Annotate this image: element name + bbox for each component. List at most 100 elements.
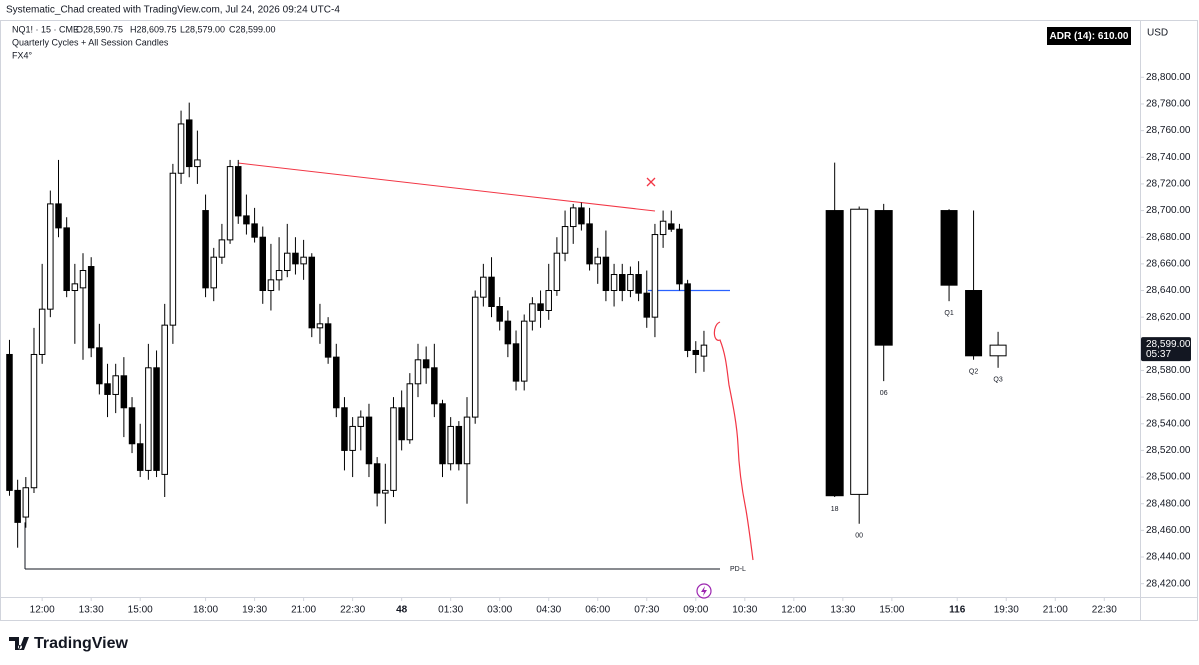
symbol: NQ1! · 15 · CME <box>12 24 79 34</box>
alert-icon[interactable] <box>696 583 712 599</box>
candle-body <box>676 228 683 285</box>
candle-body <box>520 320 528 382</box>
x-tick-label: 22:30 <box>1092 605 1117 616</box>
y-tick-label: 28,760.00 <box>1146 125 1191 136</box>
candle-body <box>210 256 217 289</box>
y-tick-label: 28,800.00 <box>1146 72 1191 83</box>
candle-body <box>586 223 593 265</box>
y-tick-label: 28,580.00 <box>1146 365 1191 376</box>
y-tick-label: 28,680.00 <box>1146 232 1191 243</box>
candle-body <box>275 270 283 281</box>
alert-bolt[interactable] <box>701 586 707 596</box>
candle-body <box>700 344 708 357</box>
y-tick-label: 28,460.00 <box>1146 525 1191 536</box>
candle-body <box>14 489 21 523</box>
candle-body <box>989 344 1007 357</box>
projection-path <box>713 321 754 561</box>
x-tick-label: 06:00 <box>585 605 610 616</box>
x-tick-label: 48 <box>396 605 408 616</box>
candle-label: Q2 <box>969 369 978 376</box>
x-tick-label: 07:30 <box>634 605 659 616</box>
candle-body <box>627 274 634 292</box>
candle-body <box>243 215 250 225</box>
candle-body <box>578 207 585 225</box>
candle-body <box>602 256 610 292</box>
x-tick-label: 12:00 <box>781 605 806 616</box>
logo-text[interactable]: TradingView <box>34 635 129 652</box>
y-tick-label: 28,520.00 <box>1146 445 1191 456</box>
x-tick-label: 19:30 <box>242 605 267 616</box>
ohlc-close: C28,599.00 <box>229 24 276 34</box>
candle-body <box>406 383 414 441</box>
currency: USD <box>1147 28 1168 39</box>
candle-body <box>431 367 438 405</box>
x-tick-label: 22:30 <box>340 605 365 616</box>
candle-body <box>651 234 659 318</box>
ohlc-low: L28,579.00 <box>180 24 225 34</box>
candle-body <box>194 159 201 168</box>
candle-body <box>398 407 405 441</box>
candle-body <box>284 252 291 272</box>
candle-body <box>390 407 397 491</box>
y-tick-label: 28,620.00 <box>1146 312 1191 323</box>
x-tick-label: 21:00 <box>291 605 316 616</box>
x-tick-label: 19:30 <box>994 605 1019 616</box>
candle-body <box>365 416 373 465</box>
candle-body <box>55 203 62 229</box>
candle-body <box>185 119 193 168</box>
logo[interactable]: TradingView <box>9 635 129 652</box>
candle-body <box>594 256 601 265</box>
candle-body <box>561 226 569 254</box>
candle-body <box>529 303 536 322</box>
candle-body <box>63 227 70 292</box>
candle-body <box>226 166 234 241</box>
y-tick-label: 28,660.00 <box>1146 258 1191 269</box>
candle-body <box>455 425 463 465</box>
y-tick-label: 28,480.00 <box>1146 498 1191 509</box>
x-tick-label: 13:30 <box>79 605 104 616</box>
candle-body <box>874 210 893 346</box>
candle-body <box>292 252 299 265</box>
candle-body <box>635 274 642 294</box>
candle-body <box>439 403 446 465</box>
candle-label: 06 <box>880 390 888 397</box>
candle-body <box>553 252 561 292</box>
candle-body <box>218 239 226 258</box>
countdown: 05:37 <box>1146 349 1171 360</box>
legend: NQ1! · 15 · CME O28,590.75 H28,609.75 L2… <box>12 24 276 60</box>
y-tick-label: 28,640.00 <box>1146 285 1191 296</box>
candle-body <box>471 296 479 418</box>
candle-body <box>341 407 348 451</box>
candle-body <box>79 270 87 289</box>
candle-body <box>684 283 691 351</box>
candle-body <box>480 276 487 298</box>
x-tick-label: 03:00 <box>487 605 512 616</box>
candle-body <box>30 353 38 489</box>
y-tick-label: 28,780.00 <box>1146 99 1191 110</box>
y-tick-label: 28,560.00 <box>1146 392 1191 403</box>
candle-body <box>202 210 209 289</box>
x-tick-label: 15:00 <box>879 605 904 616</box>
candle-body <box>169 172 177 326</box>
indicator-name: Quarterly Cycles + All Session Candles <box>12 37 169 47</box>
candle-body <box>6 353 13 491</box>
candle-body <box>316 323 324 329</box>
logo-icon[interactable] <box>9 637 29 650</box>
candle-label: Q1 <box>944 310 953 317</box>
candle-body <box>414 359 422 385</box>
candle-body <box>161 324 168 475</box>
x-tick-label: 18:00 <box>193 605 218 616</box>
candle-body <box>22 487 30 518</box>
candle-label: 18 <box>831 506 839 513</box>
candle-body <box>251 223 258 238</box>
x-tick-label: 10:30 <box>732 605 757 616</box>
candle-body <box>488 276 495 308</box>
x-tick-label: 21:00 <box>1043 605 1068 616</box>
candle-body <box>422 359 430 369</box>
level-label: PD-L <box>730 566 746 573</box>
header: Systematic_Chad created with TradingView… <box>6 5 340 16</box>
x-tick-label: 15:00 <box>128 605 153 616</box>
x-tick-label: 09:00 <box>683 605 708 616</box>
